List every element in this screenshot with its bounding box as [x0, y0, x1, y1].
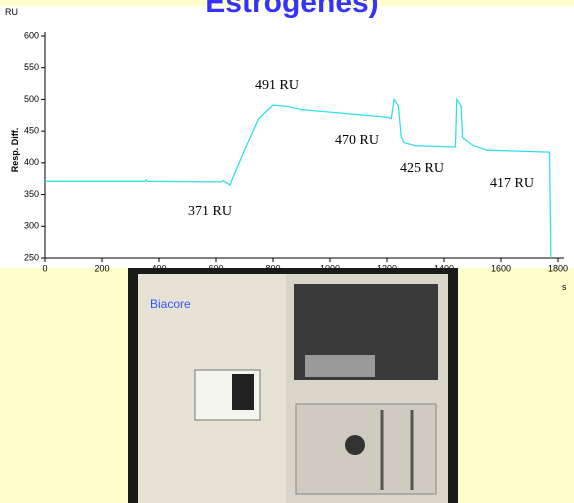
annotation: 417 RU — [490, 176, 534, 191]
y-axis-label: Resp. Diff. — [10, 128, 20, 173]
instrument-knob — [345, 435, 365, 455]
photo-label: Biacore — [150, 297, 191, 311]
instrument-photo: Biacore — [128, 268, 458, 503]
chart-background — [0, 6, 574, 268]
display-screen — [232, 374, 254, 410]
x-tick-label: 1800 — [548, 263, 568, 273]
sample-rack — [305, 355, 375, 377]
instrument-door — [295, 403, 437, 495]
y-tick-label: 550 — [24, 62, 39, 72]
series-line — [45, 97, 552, 259]
y-tick-label: 450 — [24, 126, 39, 136]
x-tick-label: 1600 — [491, 263, 511, 273]
annotation: 491 RU — [255, 78, 299, 93]
annotation: 425 RU — [400, 161, 444, 176]
x-unit: s — [562, 282, 567, 292]
y-tick-label: 600 — [24, 30, 39, 40]
y-tick-label: 350 — [24, 189, 39, 199]
y-tick-label: 250 — [24, 252, 39, 262]
slide-title: Estrogenes) — [205, 0, 378, 19]
y-tick-label: 300 — [24, 221, 39, 231]
x-tick-label: 200 — [94, 263, 109, 273]
y-unit: RU — [5, 7, 18, 17]
y-tick-label: 500 — [24, 94, 39, 104]
annotation: 470 RU — [335, 133, 379, 148]
y-tick-label: 400 — [24, 157, 39, 167]
annotation: 371 RU — [188, 204, 232, 219]
x-tick-label: 0 — [42, 263, 47, 273]
